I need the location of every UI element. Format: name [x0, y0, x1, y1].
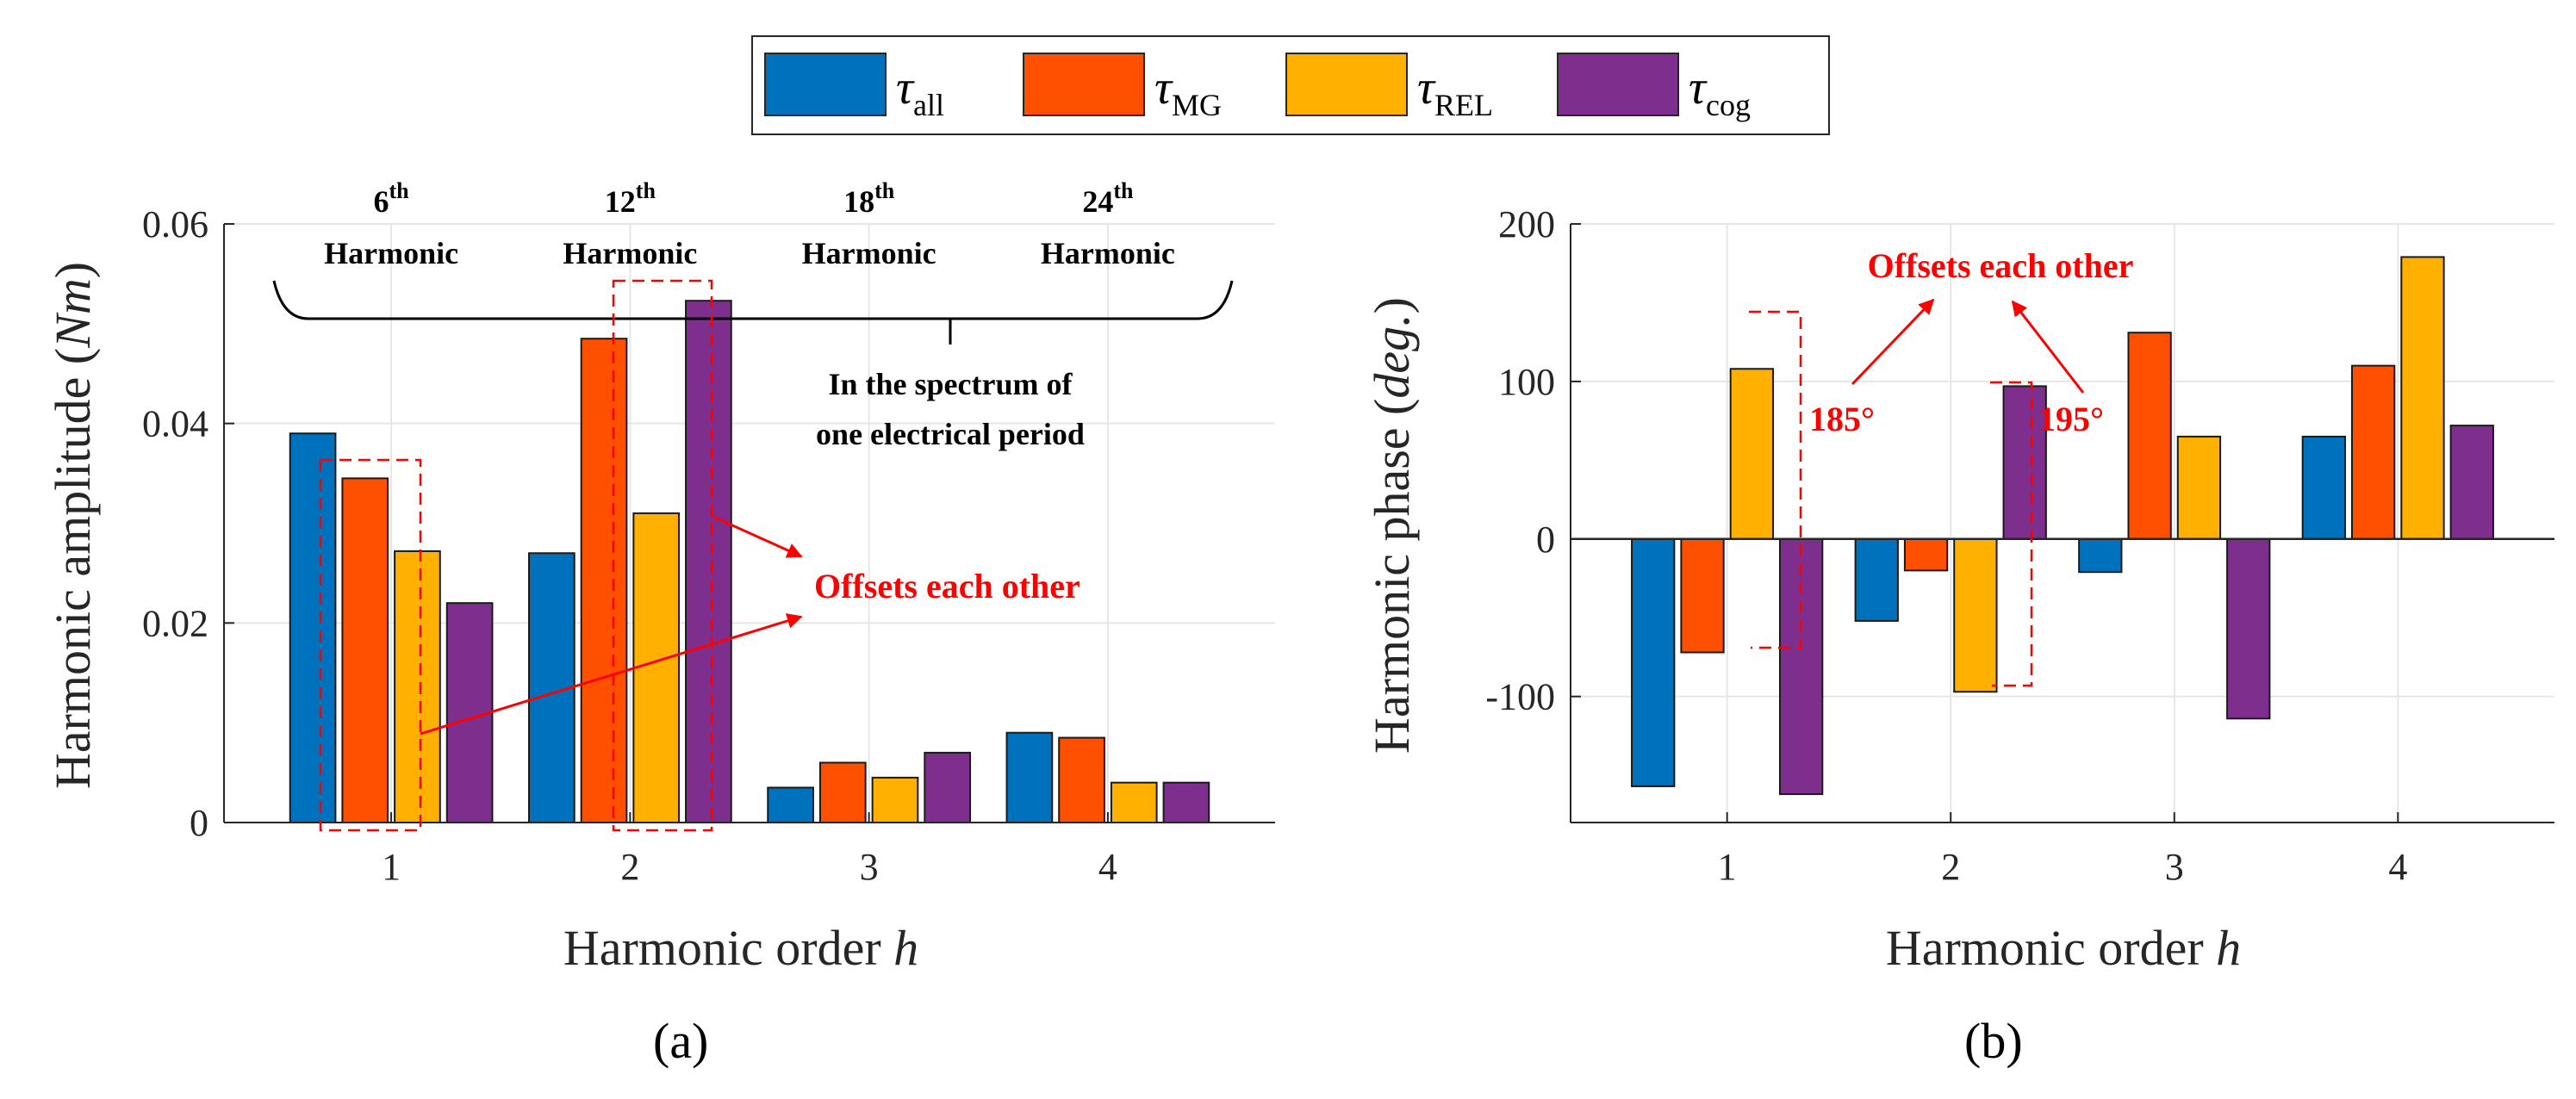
- a-xtick-label-3: 4: [1098, 846, 1117, 888]
- legend-label-rel: τREL: [1417, 61, 1493, 122]
- b-bar-tau-all-h1: [1631, 537, 1676, 787]
- ticks-b: -100 0 100 200 1 2 3 4: [1485, 203, 2407, 888]
- legend: τall τMG τREL τcog: [751, 35, 1830, 135]
- legend-swatch-all: [764, 53, 887, 116]
- b-bar-tau-all-h3: [2078, 537, 2123, 574]
- legend-swatch-rel: [1285, 53, 1408, 116]
- legend-entries: τall τMG τREL τcog: [764, 53, 1751, 122]
- b-bar-tau-all-h4: [2301, 435, 2347, 540]
- a-bar-tau-all-h3: [767, 786, 814, 823]
- panel-label-a: (a): [653, 1013, 708, 1069]
- a-bar-tau-MG-h4: [1058, 736, 1105, 824]
- a-ytick-label-0: 0: [190, 802, 208, 844]
- a-bar-tau-MG-h3: [818, 761, 867, 823]
- axes-a: [223, 224, 1275, 823]
- offsets-label-a: Offsets each other: [814, 567, 1080, 605]
- ylabel-a: Harmonic amplitude (Nm): [45, 262, 101, 789]
- legend-label-cog: τcog: [1689, 61, 1751, 122]
- offset-arrow-2: [420, 613, 803, 736]
- b-bar-tau-cog-h1: [1778, 537, 1824, 796]
- b-xtick-label-0: 1: [1718, 846, 1737, 888]
- a-bar-tau-MG-h1: [341, 477, 389, 823]
- harmonic-order-12: 12th: [605, 178, 656, 219]
- angle-195-label: 195°: [2038, 400, 2104, 438]
- a-ytick-label-1: 0.02: [142, 602, 208, 644]
- ylabel-b: Harmonic phase (deg.): [1364, 297, 1420, 754]
- b-bar-tau-REL-h4: [2400, 256, 2445, 540]
- b-ytick-label-2: 100: [1498, 361, 1555, 403]
- b-ytick-label-1: 0: [1536, 518, 1555, 561]
- ticks-a: 0 0.02 0.04 0.06 1 2 3 4: [142, 203, 1117, 888]
- harmonic-word-18: Harmonic: [802, 236, 936, 270]
- harmonic-order-24: 24th: [1082, 178, 1134, 219]
- b-xtick-label-2: 3: [2165, 846, 2184, 888]
- b-bar-tau-MG-h1: [1680, 537, 1725, 654]
- panel-label-b: (b): [1964, 1013, 2023, 1069]
- b-bar-tau-REL-h1: [1729, 368, 1774, 540]
- bracket-195: [1990, 381, 2033, 687]
- bracket-185: [1749, 310, 1802, 649]
- bars-b: [1631, 256, 2494, 796]
- a-bar-tau-MG-h2: [580, 338, 628, 824]
- harmonic-labels: 6th Harmonic 12th Harmonic 18th Harmonic 24th H…: [324, 178, 1175, 270]
- harmonic-word-12: Harmonic: [563, 236, 697, 270]
- highlight-box-h2: [612, 279, 713, 832]
- a-xtick-label-1: 2: [620, 846, 639, 888]
- a-bar-tau-REL-h3: [871, 776, 919, 823]
- axes-b: [1570, 224, 2554, 823]
- spectrum-line2: one electrical period: [816, 417, 1085, 451]
- b-bar-tau-MG-h3: [2127, 332, 2172, 540]
- b-bar-tau-MG-h2: [1903, 537, 1949, 572]
- a-bar-tau-all-h2: [528, 552, 576, 823]
- panel-a: 0 0.02 0.04 0.06 1 2 3 4 Harmonic amplitude (Nm…: [45, 178, 1275, 1069]
- spectrum-line1: In the spectrum of: [829, 367, 1073, 401]
- harmonic-word-6: Harmonic: [324, 236, 458, 270]
- panel-b: -100 0 100 200 1 2 3 4 Harmonic phase (deg.) Ha…: [1364, 203, 2554, 1069]
- a-bar-tau-cog-h3: [924, 751, 972, 824]
- b-xtick-label-3: 4: [2388, 846, 2407, 888]
- b-bar-tau-MG-h4: [2351, 364, 2396, 540]
- b-bar-tau-all-h2: [1854, 537, 1899, 622]
- legend-label-all: τall: [896, 61, 944, 122]
- legend-swatch-mg: [1023, 53, 1145, 116]
- a-xtick-label-2: 3: [860, 846, 879, 888]
- bars-a: [289, 300, 1210, 824]
- a-ytick-label-2: 0.04: [142, 403, 208, 445]
- harmonic-order-6: 6th: [374, 178, 410, 219]
- b-bar-tau-REL-h3: [2176, 435, 2222, 540]
- a-bar-tau-cog-h4: [1162, 781, 1210, 824]
- b-xtick-label-1: 2: [1941, 846, 1960, 888]
- b-bar-tau-cog-h4: [2449, 425, 2494, 540]
- a-xtick-label-0: 1: [382, 846, 401, 888]
- offset-arrow-b2: [2011, 300, 2085, 394]
- angle-185-label: 185°: [1809, 400, 1875, 438]
- legend-swatch-cog: [1557, 53, 1679, 116]
- offset-arrow-1: [712, 515, 803, 558]
- xlabel-a: Harmonic order h: [563, 920, 918, 976]
- spectrum-brace: [272, 280, 1234, 320]
- a-bar-tau-all-h1: [289, 432, 337, 823]
- a-bar-tau-all-h4: [1005, 731, 1054, 823]
- b-ytick-label-3: 200: [1498, 203, 1555, 245]
- harmonic-word-24: Harmonic: [1041, 236, 1175, 270]
- xlabel-b: Harmonic order h: [1886, 920, 2241, 976]
- a-ytick-label-3: 0.06: [142, 203, 208, 245]
- b-bar-tau-cog-h3: [2226, 537, 2271, 720]
- a-bar-tau-cog-h2: [685, 300, 732, 824]
- a-bar-tau-REL-h4: [1110, 781, 1158, 824]
- offsets-label-b: Offsets each other: [1868, 246, 2134, 285]
- offset-arrow-b1: [1851, 298, 1935, 386]
- b-bar-tau-REL-h2: [1953, 537, 1998, 693]
- harmonic-order-18: 18th: [843, 178, 895, 219]
- a-bar-tau-REL-h2: [632, 512, 681, 824]
- a-bar-tau-REL-h1: [394, 550, 441, 824]
- b-ytick-label-0: -100: [1485, 676, 1555, 718]
- highlight-box-h1: [319, 458, 422, 832]
- legend-label-mg: τMG: [1154, 61, 1222, 122]
